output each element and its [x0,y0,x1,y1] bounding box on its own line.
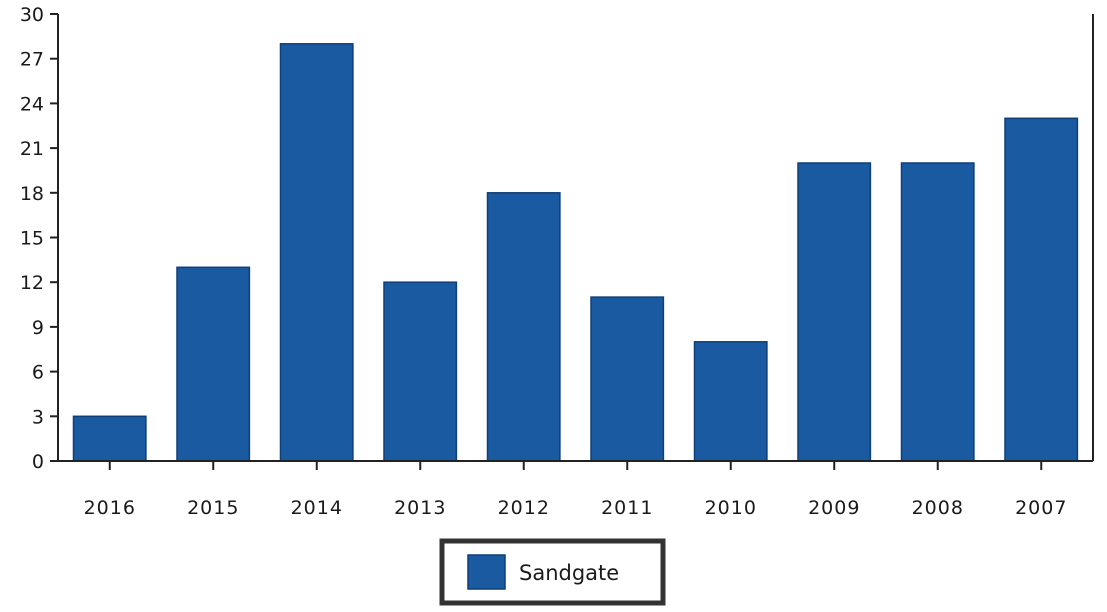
bar-2012 [486,192,561,462]
x-tick-label: 2015 [187,497,239,519]
x-tick-label: 2008 [912,497,964,519]
bar-2009 [797,162,872,462]
y-tick-label: 12 [20,272,44,294]
x-tick-label: 2016 [84,497,136,519]
bar-2008 [900,162,975,462]
x-tick-label: 2010 [705,497,757,519]
x-tick-label: 2014 [291,497,343,519]
y-tick-label: 21 [20,138,44,160]
y-tick-label: 27 [20,49,44,71]
legend-swatch [467,554,506,590]
y-tick-label: 3 [32,406,44,428]
x-tick-label: 2007 [1015,497,1067,519]
y-tick-label: 24 [20,93,44,115]
y-tick-label: 6 [32,362,44,384]
legend-label: Sandgate [519,561,619,585]
y-tick-label: 9 [32,317,44,339]
x-tick-label: 2013 [394,497,446,519]
bar-2007 [1004,117,1079,462]
bar-2015 [176,266,251,462]
x-tick-label: 2012 [498,497,550,519]
y-tick-label: 0 [32,451,44,473]
y-tick-label: 18 [20,183,44,205]
bar-2011 [590,296,665,462]
bar-2013 [383,281,458,462]
bar-2014 [279,43,354,462]
y-tick-label: 15 [20,228,44,250]
bar-2016 [72,415,147,462]
x-tick-label: 2009 [808,497,860,519]
y-tick-label: 30 [20,4,44,26]
x-tick-label: 2011 [601,497,653,519]
bar-2010 [693,341,768,462]
